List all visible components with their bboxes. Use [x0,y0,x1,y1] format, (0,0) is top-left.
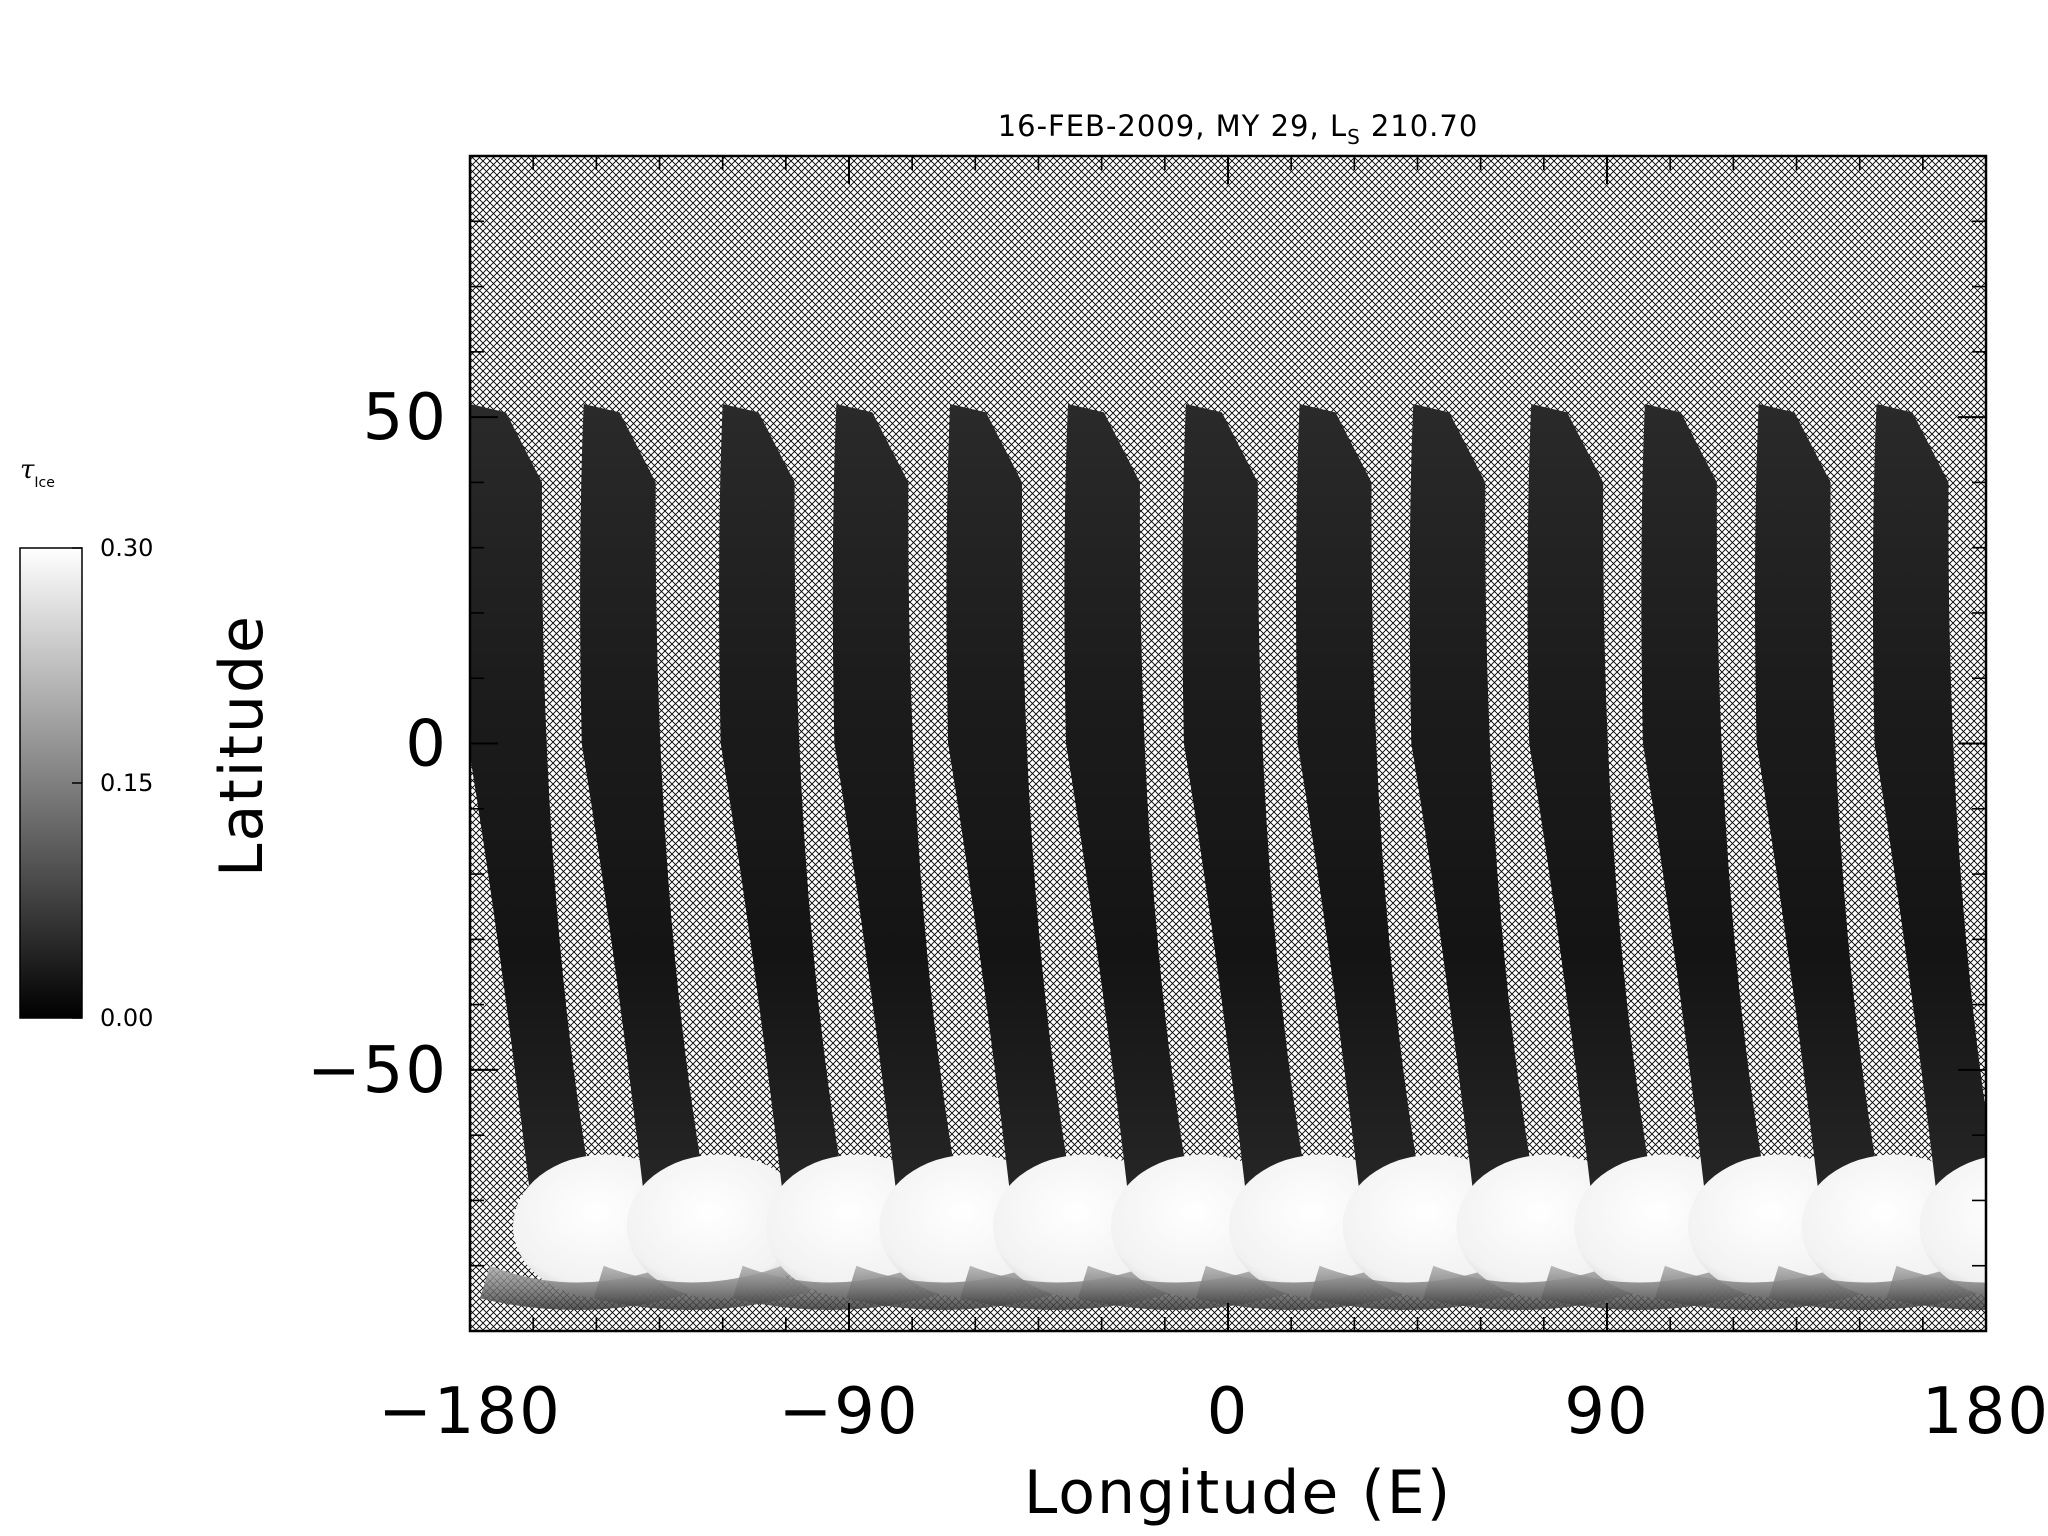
plot-area: −180 −90 0 90 180 50 0 −50 [307,154,2048,1449]
chart-title-value: 210.70 [1371,109,1478,143]
swath-13 [1872,404,1986,1310]
y-tick-label: 0 [405,708,448,782]
swath-7-body [1182,404,1336,1194]
y-axis-label: Latitude [207,614,277,877]
chart-title-main: 16-FEB-2009, MY 29, L [998,109,1347,143]
colorbar-ticks: 0.30 0.15 0.00 [72,534,153,1032]
swath-12-body [1755,404,1909,1194]
swath-13-polar-streak [1886,1265,1986,1310]
chart-title-subscript: S [1347,125,1361,149]
swath-6-body [1064,404,1218,1194]
x-tick-label: −180 [378,1375,562,1449]
colorbar-tick-label: 0.00 [100,1004,153,1032]
colorbar-title: τIce [20,455,55,491]
colorbar-gradient [19,547,83,1019]
colorbar: τIce 0.30 0.15 0.00 [19,455,153,1032]
x-tick-label: 90 [1564,1375,1649,1449]
x-tick-label: 0 [1207,1375,1250,1449]
swath-4-body [832,404,987,1194]
swath-9-body [1409,404,1564,1194]
swath-2-body [580,404,734,1194]
y-tick-label: −50 [307,1034,448,1108]
swath-8-body [1295,404,1450,1194]
x-tick-label: 180 [1922,1375,2048,1449]
swath-3-body [719,404,873,1194]
swath-13-polar-cap [1919,1157,1986,1296]
colorbar-tick-label: 0.15 [100,769,153,797]
tick-layer: −180 −90 0 90 180 50 0 −50 [307,156,2048,1449]
swath-5-body [946,404,1101,1194]
swath-1-body [470,404,620,1194]
colorbar-tick-label: 0.30 [100,534,153,562]
chart-title: 16-FEB-2009, MY 29, LS 210.70 [998,109,1479,149]
x-axis-label: Longitude (E) [1024,1458,1452,1528]
x-tick-label: −90 [778,1375,919,1449]
colorbar-title-symbol: τ [20,455,35,485]
swath-layer [470,404,1986,1310]
y-tick-label: 50 [363,381,448,455]
colorbar-title-subscript: Ice [34,475,54,491]
swath-2-polar-cap [626,1154,811,1299]
swath-13-body [1872,404,1986,1194]
swath-10-body [1527,404,1682,1194]
swath-11-body [1641,404,1795,1194]
